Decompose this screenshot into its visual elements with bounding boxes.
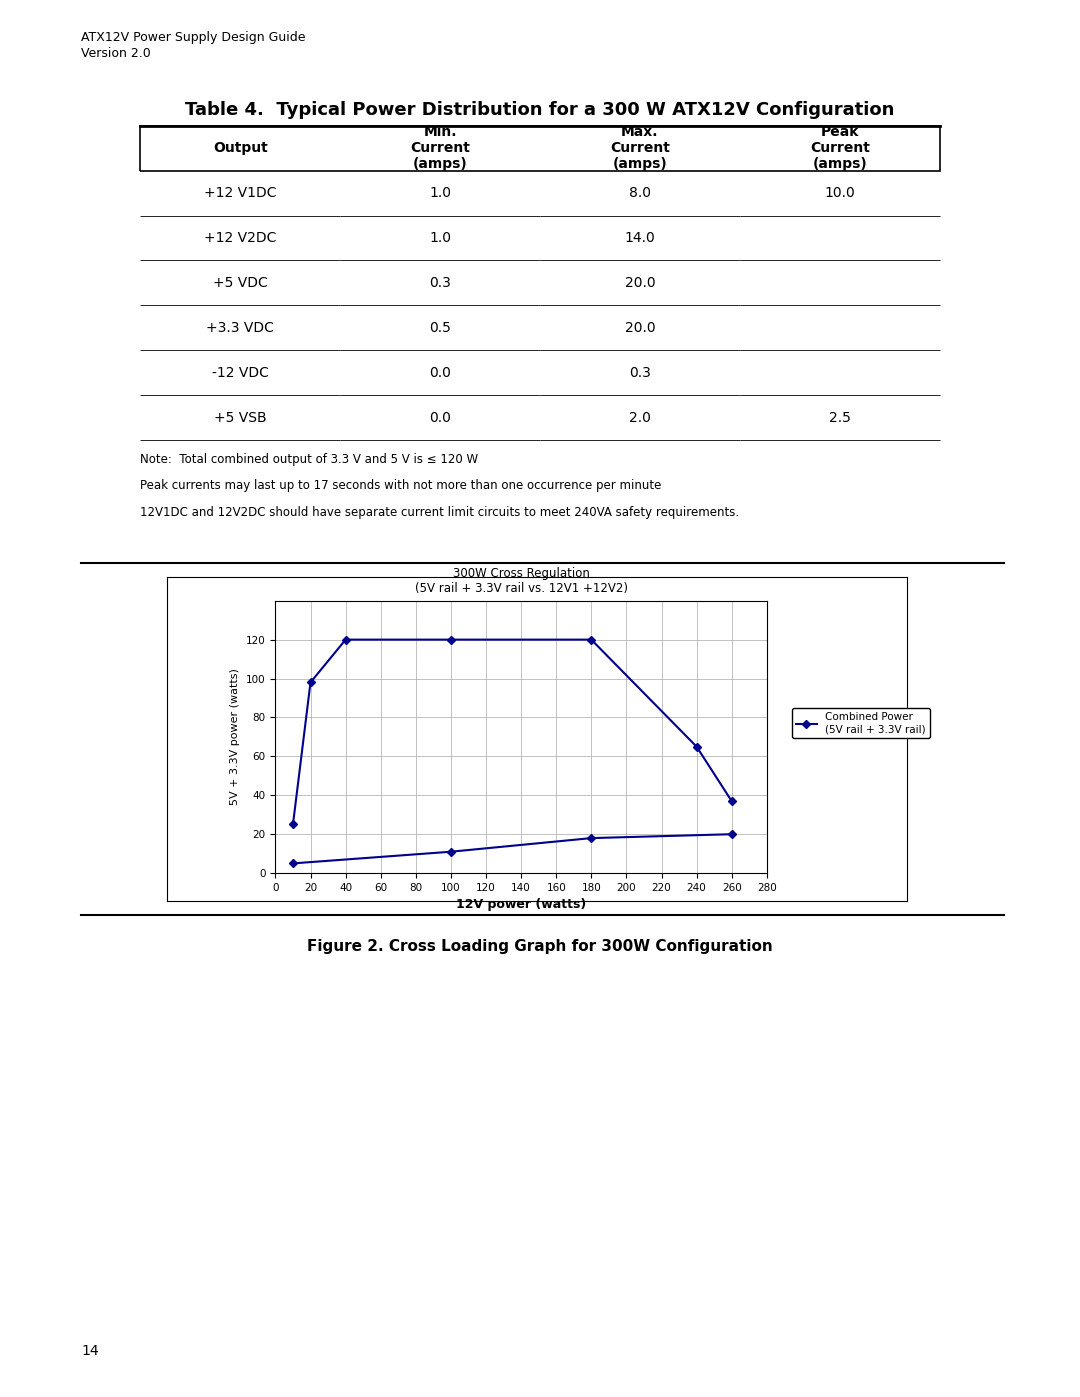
Y-axis label: 5V + 3.3V power (watts): 5V + 3.3V power (watts)	[230, 669, 241, 805]
Text: 12V1DC and 12V2DC should have separate current limit circuits to meet 240VA safe: 12V1DC and 12V2DC should have separate c…	[140, 506, 740, 518]
X-axis label: 12V power (watts): 12V power (watts)	[456, 898, 586, 911]
Text: 14: 14	[81, 1344, 98, 1358]
Title: 300W Cross Regulation
(5V rail + 3.3V rail vs. 12V1 +12V2): 300W Cross Regulation (5V rail + 3.3V ra…	[415, 567, 627, 595]
Text: Figure 2. Cross Loading Graph for 300W Configuration: Figure 2. Cross Loading Graph for 300W C…	[307, 939, 773, 954]
Text: Note:  Total combined output of 3.3 V and 5 V is ≤ 120 W: Note: Total combined output of 3.3 V and…	[140, 453, 478, 465]
Text: Table 4.  Typical Power Distribution for a 300 W ATX12V Configuration: Table 4. Typical Power Distribution for …	[186, 101, 894, 119]
Text: ATX12V Power Supply Design Guide: ATX12V Power Supply Design Guide	[81, 31, 306, 43]
Text: Peak currents may last up to 17 seconds with not more than one occurrence per mi: Peak currents may last up to 17 seconds …	[140, 479, 662, 492]
Legend: Combined Power
(5V rail + 3.3V rail): Combined Power (5V rail + 3.3V rail)	[792, 708, 930, 738]
Text: Version 2.0: Version 2.0	[81, 47, 151, 60]
